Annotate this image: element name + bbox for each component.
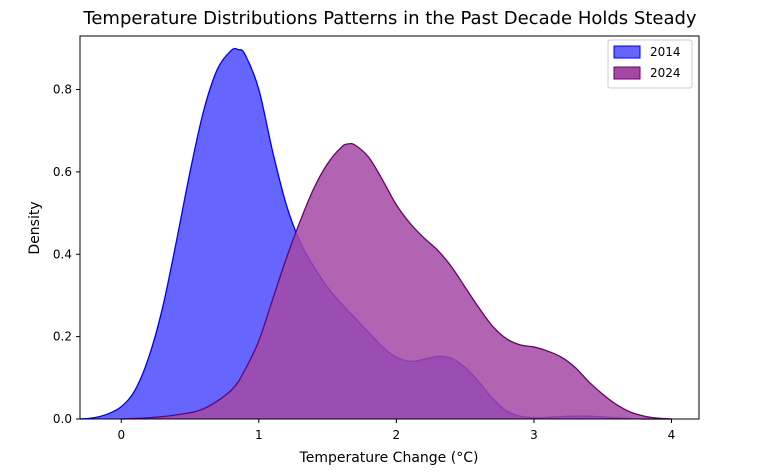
density-area-2014	[80, 48, 672, 419]
x-tick-label: 4	[668, 428, 676, 442]
y-tick-label: 0.8	[53, 83, 72, 97]
x-tick-label: 0	[117, 428, 125, 442]
plot-fills	[79, 47, 672, 420]
y-axis: 0.0 0.2 0.4 0.6 0.8	[53, 83, 80, 426]
plot-frame	[79, 35, 700, 420]
chart-title: Temperature Distributions Patterns in th…	[82, 8, 697, 29]
x-tick-label: 2	[393, 428, 401, 442]
x-axis-label: Temperature Change (°C)	[299, 450, 479, 466]
x-tick-label: 1	[255, 428, 263, 442]
legend-swatch-2024	[613, 66, 641, 80]
legend-swatch-2014	[613, 45, 641, 59]
x-tick-label: 3	[530, 428, 538, 442]
legend-label-2014: 2014	[650, 45, 681, 59]
y-tick-label: 0.0	[53, 412, 72, 426]
density-area-2024	[121, 143, 672, 419]
density-line-2024	[121, 142, 672, 420]
y-tick-label: 0.2	[53, 330, 72, 344]
legend-label-2024: 2024	[650, 66, 681, 80]
x-axis: 0 1 2 3 4	[117, 419, 675, 442]
y-tick-label: 0.6	[53, 165, 72, 179]
y-tick-label: 0.4	[53, 247, 72, 261]
y-axis-label: Density	[27, 201, 43, 254]
legend: 2014 2024	[607, 39, 693, 89]
